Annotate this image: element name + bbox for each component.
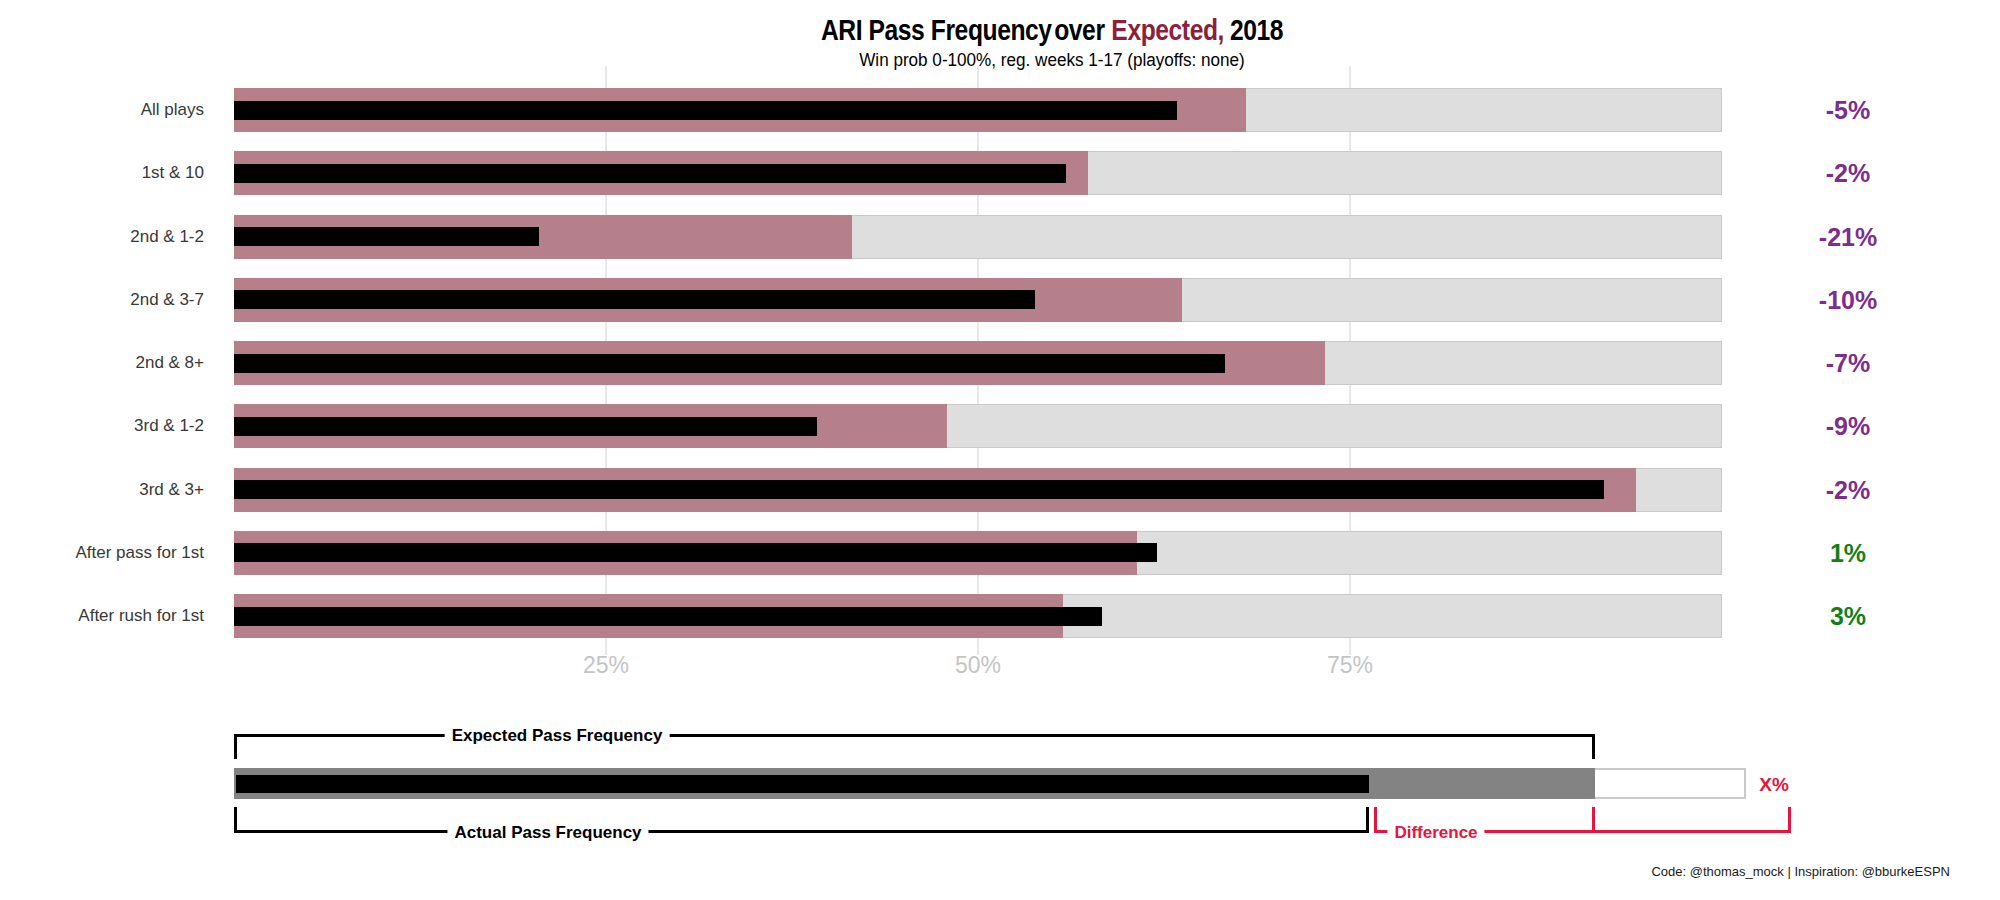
difference-label: -21% — [1748, 224, 1948, 250]
title-expected: Expected, — [1111, 14, 1224, 46]
legend-actual-bar — [236, 775, 1369, 793]
legend-actual-bracket-line — [234, 830, 1369, 833]
difference-label: -2% — [1748, 160, 1948, 186]
legend-difference-tick-middle — [1592, 807, 1595, 833]
legend-difference-tick-right — [1788, 807, 1791, 833]
legend-x-percent-label: X% — [1744, 774, 1804, 796]
title-over: over — [1054, 14, 1104, 46]
legend-difference-tick-left — [1374, 807, 1377, 833]
actual-bar — [234, 290, 1035, 309]
legend-expected-label: Expected Pass Frequency — [445, 726, 670, 745]
legend-difference-label: Difference — [1387, 823, 1484, 842]
difference-label: -9% — [1748, 413, 1948, 439]
legend-expected-bracket-tick-right — [1592, 734, 1595, 759]
actual-bar — [234, 607, 1102, 626]
category-label: 3rd & 1-2 — [0, 416, 204, 436]
difference-label: -5% — [1748, 97, 1948, 123]
actual-bar — [234, 543, 1157, 562]
x-axis-tick-label: 25% — [546, 652, 666, 679]
category-label: After pass for 1st — [0, 543, 204, 563]
legend-actual-bracket-tick-right — [1366, 807, 1369, 833]
category-label: 2nd & 1-2 — [0, 227, 204, 247]
legend-expected-bracket-tick-left — [234, 734, 237, 759]
actual-bar — [234, 227, 539, 246]
actual-bar — [234, 417, 817, 436]
chart-title: ARI Pass FrequencyoverExpected,2018 — [457, 14, 1647, 47]
legend-actual-label: Actual Pass Frequency — [447, 823, 648, 842]
difference-label: -10% — [1748, 287, 1948, 313]
category-label: 3rd & 3+ — [0, 480, 204, 500]
credit-caption: Code: @thomas_mock | Inspiration: @bburk… — [950, 864, 1950, 879]
chart-subtitle: Win prob 0-100%, reg. weeks 1-17 (playof… — [387, 50, 1717, 71]
category-label: 2nd & 3-7 — [0, 290, 204, 310]
actual-bar — [234, 354, 1225, 373]
difference-label: -7% — [1748, 350, 1948, 376]
x-axis-tick-label: 75% — [1290, 652, 1410, 679]
legend-expected-bracket-line — [234, 734, 1595, 737]
category-label: 1st & 10 — [0, 163, 204, 183]
difference-label: -2% — [1748, 477, 1948, 503]
difference-label: 3% — [1748, 603, 1948, 629]
difference-label: 1% — [1748, 540, 1948, 566]
category-label: After rush for 1st — [0, 606, 204, 626]
category-label: 2nd & 8+ — [0, 353, 204, 373]
title-main: ARI Pass Frequency — [821, 14, 1052, 46]
x-axis-tick-label: 50% — [918, 652, 1038, 679]
actual-bar — [234, 480, 1604, 499]
actual-bar — [234, 101, 1177, 120]
category-label: All plays — [0, 100, 204, 120]
title-year: 2018 — [1230, 14, 1283, 46]
legend-actual-bracket-tick-left — [234, 807, 237, 833]
actual-bar — [234, 164, 1066, 183]
